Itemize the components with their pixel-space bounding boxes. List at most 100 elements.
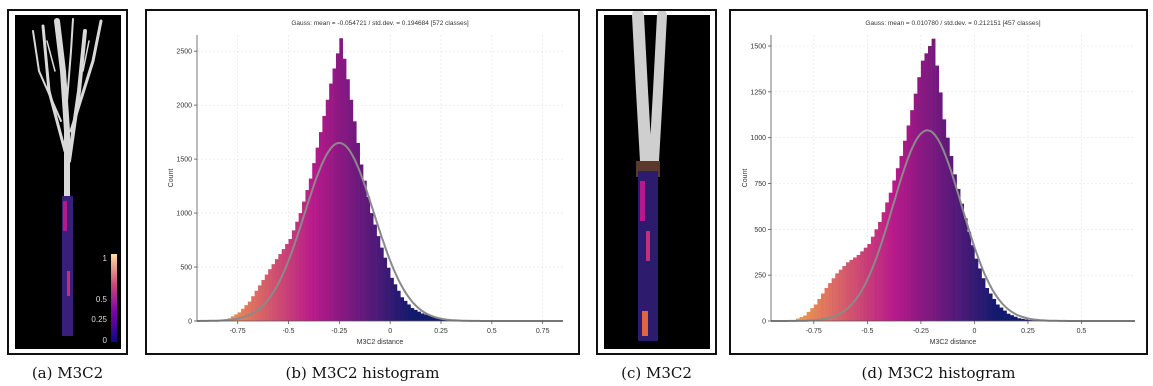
histogram-bar [1024,319,1029,321]
histogram-bar [403,300,408,321]
tree-point-cloud-c [604,11,710,349]
histogram-bar [315,147,320,321]
y-tick-label: 1000 [176,211,192,218]
histogram-bar [434,317,438,321]
histogram-bar [417,311,421,321]
x-tick-label: 0 [388,328,392,335]
caption-a: (a) M3C2 [31,364,104,382]
histogram-bar [298,213,303,321]
x-tick-label: 0.75 [536,328,550,335]
histogram-bar [960,203,965,321]
histogram-bar [261,279,266,321]
histogram-bar [820,293,825,321]
colorbar-tick-label: 1 [103,254,108,263]
histogram-bar [967,231,972,321]
histogram-bar [799,317,804,321]
histogram-bar [369,213,374,321]
caption-d: (d) M3C2 histogram [861,364,1016,382]
histogram-bar [870,236,875,321]
histogram-bar [856,255,861,321]
y-axis-label: Count [168,169,175,188]
histogram-bar [913,93,918,322]
histogram-panel-b: Gauss: mean = -0.054721 / std.dev. = 0.1… [145,9,580,355]
histogram-bar [278,254,283,321]
histogram-bar [352,121,357,321]
y-tick-label: 0 [762,319,766,326]
x-tick-label: -0.75 [806,328,822,335]
y-tick-label: 1250 [750,89,766,96]
histogram-bar [931,38,936,322]
histogram-bar [413,309,418,321]
y-tick-label: 250 [754,273,766,280]
histogram-bar [295,221,299,321]
histogram-bar [838,269,843,321]
histogram-bar [319,132,323,321]
histogram-bar [831,278,836,321]
histogram-bar [373,224,377,321]
histogram-bar [956,189,961,321]
histogram-bar [867,244,872,321]
histogram-panel-d: Gauss: mean = 0.010780 / std.dev. = 0.21… [729,9,1148,355]
x-tick-label: 0.5 [1077,328,1087,335]
histogram-bar [903,140,907,321]
histogram-bar [988,293,993,321]
histogram-bar [244,305,249,321]
histogram-bar [810,308,815,321]
x-axis-label: M3C2 distance [357,339,404,346]
y-tick-label: 1500 [750,44,766,51]
histogram-bar [420,313,425,321]
histogram-bar [953,174,957,321]
histogram-bar [325,99,330,321]
histogram-bar [241,308,245,321]
histogram-bar [342,58,347,321]
histogram-bar [917,77,922,322]
histogram-bar [268,269,272,321]
histogram-bar [928,46,932,321]
histogram-bar [308,178,313,321]
histogram-bar [264,274,269,321]
histogram-bar [845,262,850,321]
y-tick-label: 750 [754,181,766,188]
histogram-bar [892,180,897,321]
histogram-bar [396,290,401,321]
x-tick-label: 0.25 [1021,328,1035,335]
histogram-bar [349,99,354,321]
colorbar-a [111,254,117,342]
histogram-bar [835,273,840,321]
y-tick-label: 1000 [750,135,766,142]
x-tick-label: -0.25 [913,328,929,335]
y-tick-label: 2000 [176,103,192,110]
histogram-bar [285,244,289,321]
histogram-bar [806,311,811,321]
histogram-bar [860,251,865,321]
histogram-bar [400,297,405,321]
tree-point-cloud-a: 1 0.5 0.25 0 [15,15,121,349]
histogram-bar [817,299,822,321]
x-tick-label: -0.5 [282,328,294,335]
chart-title: Gauss: mean = -0.054721 / std.dev. = 0.1… [291,20,468,27]
histogram-bar [288,238,293,321]
histogram-bar [1002,310,1007,321]
histogram-bar [888,192,893,321]
histogram-bar [924,53,929,321]
histogram-bar [985,288,989,321]
histogram-bar [881,212,886,321]
histogram-bar [281,249,286,321]
histogram-bar [999,307,1004,321]
histogram-bar [251,296,255,321]
colorbar-tick-label: 0.25 [91,315,107,324]
histogram-bar [234,314,238,321]
histogram-bar [874,229,879,321]
x-tick-label: 0 [972,328,976,335]
y-tick-label: 0 [188,319,192,326]
histogram-bar [437,318,442,321]
histogram-bar [895,168,900,321]
histogram-bar [963,218,968,321]
point-cloud-panel-c [596,9,717,355]
histogram-bar [803,315,807,321]
x-tick-label: 0.5 [487,328,497,335]
x-axis-label: M3C2 distance [930,339,977,346]
histogram-bar [332,68,337,321]
histogram-bar [291,230,296,321]
histogram-bar [393,284,398,321]
